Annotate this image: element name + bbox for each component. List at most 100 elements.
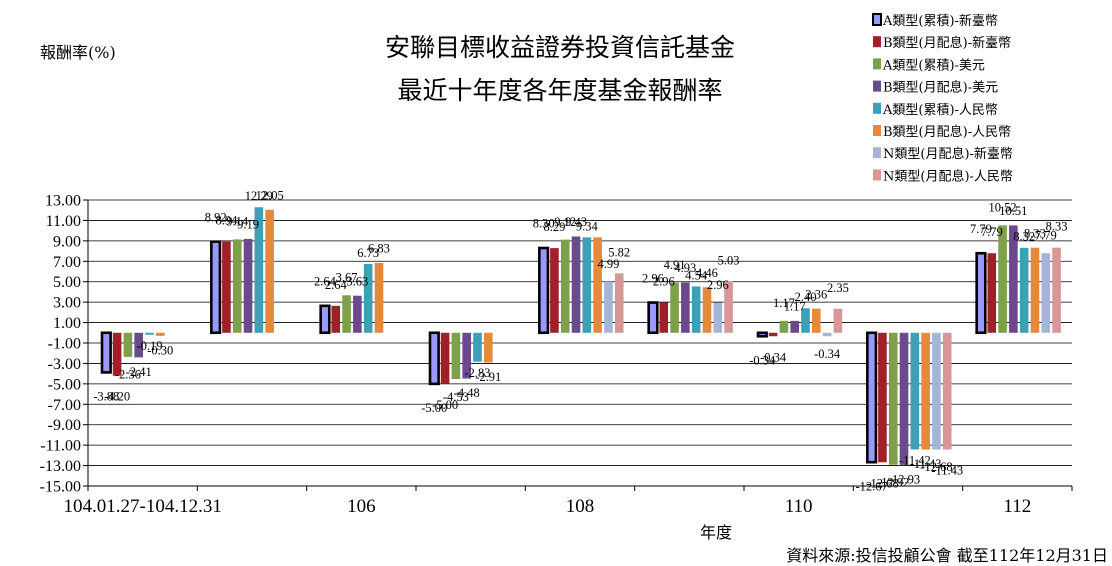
bar-105-s6 (265, 209, 274, 333)
data-label-105-s1: 8.92 (205, 210, 227, 224)
data-label-110-s1: -0.34 (749, 354, 776, 368)
bar-111-s7 (932, 332, 941, 450)
chart-title-line-1: 安聯目標收益證券投資信託基金 (385, 33, 735, 62)
legend-label-s1: A類型(累積)-新臺幣 (882, 13, 998, 29)
data-label-111-s3: -12.92 (877, 475, 909, 489)
bar-112-s1 (975, 251, 987, 335)
bar-111-s4 (899, 332, 909, 465)
y-tick-label: -15.00 (40, 479, 81, 496)
data-label-107-s4: -4.48 (454, 386, 480, 400)
bar-108-s4 (571, 236, 581, 333)
bar-105-s1 (210, 240, 222, 335)
x-category-label: 106 (347, 496, 376, 517)
legend-swatch-s1 (872, 13, 882, 26)
bar-108-s3 (560, 239, 570, 333)
y-tick-label: -13.00 (40, 458, 81, 475)
data-label-111-s5: -11.42 (899, 454, 931, 468)
data-label-112-s4: 10.51 (999, 204, 1027, 218)
legend-label-s5: A類型(累積)-人民幣 (882, 103, 998, 118)
bar-105-s3 (232, 239, 242, 333)
data-label-106-s6: 6.83 (368, 242, 390, 256)
data-label-110-s8: 2.35 (827, 281, 849, 295)
bar-109-s4 (681, 282, 690, 333)
data-label-104-s5: -0.19 (136, 339, 162, 353)
y-tick-label: -5.00 (48, 376, 81, 393)
data-label-105-s6: 12.05 (256, 188, 284, 202)
data-label-112-s3: 10.52 (989, 201, 1017, 215)
data-label-104-s6: -0.30 (147, 343, 173, 357)
legend-label-s4: B類型(月配息)-美元 (883, 80, 998, 96)
data-label-112-s7: 7.79 (1035, 229, 1057, 243)
data-label-108-s2: 8.29 (543, 220, 565, 234)
y-axis-title: 報酬率(%) (40, 43, 116, 62)
x-category-label: 112 (1003, 496, 1031, 517)
data-label-108-s1: 8.30 (533, 217, 555, 231)
bar-111-s3 (888, 332, 898, 465)
bar-109-s2 (659, 302, 669, 333)
axes: 13.00 11.00 9.00 7.00 5.00 3.00 1.00 -1.00 -3.00… (40, 193, 1073, 517)
data-label-112-s2: 7.79 (981, 225, 1003, 239)
bar-104-s3 (123, 332, 133, 357)
data-label-110-s2: -0.34 (760, 350, 787, 364)
legend-label-s8: N類型(月配息)-人民幣 (883, 168, 1013, 184)
data-label-109-s2: 2.96 (653, 275, 675, 289)
bar-105-s5 (254, 207, 264, 333)
data-label-111-s7: -12.68 (920, 460, 952, 474)
data-labels: -3.88 8.92 2.64 -5.00 8.30 2.96 -0.34 -12.67 7.7… (93, 188, 1067, 493)
data-label-108-s7: 4.99 (597, 257, 619, 271)
data-label-111-s8: -11.43 (931, 464, 963, 478)
x-category-label: 110 (785, 496, 813, 517)
data-source-note: 資料來源:投信投顧公會 截至112年12月31日 (786, 546, 1108, 565)
bar-111-s8 (942, 332, 952, 450)
bar-112-s4 (1009, 225, 1018, 333)
bar-107-s5 (473, 332, 482, 362)
data-label-109-s4: 4.93 (674, 261, 696, 275)
data-label-106-s1: 2.64 (314, 275, 337, 289)
bar-111-s6 (921, 332, 930, 450)
bar-111-s5 (910, 332, 920, 450)
bar-110-s6 (812, 308, 821, 333)
bar-109-s8 (724, 281, 733, 333)
data-label-111-s6: -11.43 (910, 457, 942, 471)
data-label-109-s6: 4.46 (696, 266, 718, 280)
bar-112-s6 (1030, 247, 1040, 333)
data-label-112-s8: 8.33 (1046, 220, 1068, 234)
data-label-107-s1: -5.00 (421, 401, 447, 415)
data-label-106-s2: 2.64 (325, 278, 348, 292)
data-label-104-s1: -3.88 (93, 390, 119, 404)
data-label-109-s8: 5.03 (718, 253, 740, 267)
data-label-110-s5: 2.40 (795, 290, 817, 304)
legend-swatch-s8 (873, 169, 881, 181)
bar-112-s5 (1019, 247, 1029, 333)
bar-108-s5 (582, 237, 592, 333)
data-label-104-s3: -2.36 (115, 368, 141, 382)
bar-107-s4 (462, 332, 471, 379)
bar-104-s5 (145, 332, 154, 335)
bar-109-s5 (691, 286, 701, 333)
data-label-105-s2: 8.94 (215, 213, 238, 227)
data-label-109-s7: 2.96 (707, 278, 729, 292)
y-tick-label: 5.00 (53, 274, 81, 291)
bar-108-s2 (550, 248, 559, 333)
y-tick-label: 13.00 (45, 193, 81, 210)
legend-swatch-s2 (873, 36, 881, 48)
bar-105-s2 (222, 241, 231, 333)
bar-111-s1 (866, 331, 878, 464)
data-label-107-s3: -4.53 (443, 390, 469, 404)
data-label-105-s5: 12.29 (245, 189, 273, 203)
y-tick-label: 1.00 (53, 315, 81, 332)
bar-106-s2 (331, 305, 341, 333)
bar-110-s1 (756, 331, 768, 338)
data-label-107-s6: -2.91 (475, 370, 501, 384)
bar-107-s1 (428, 331, 440, 386)
y-tick-label: -7.00 (48, 397, 81, 414)
x-category-label: 104.01.27-104.12.31 (64, 496, 222, 517)
y-tick-label: 11.00 (46, 213, 81, 230)
bar-107-s3 (451, 332, 461, 380)
data-label-105-s4: 9.19 (237, 218, 259, 232)
legend-swatch-s3 (873, 58, 881, 70)
y-tick-label: 3.00 (53, 295, 81, 312)
legend-label-s3: A類型(累積)-美元 (882, 58, 985, 73)
bar-106-s3 (342, 295, 351, 333)
